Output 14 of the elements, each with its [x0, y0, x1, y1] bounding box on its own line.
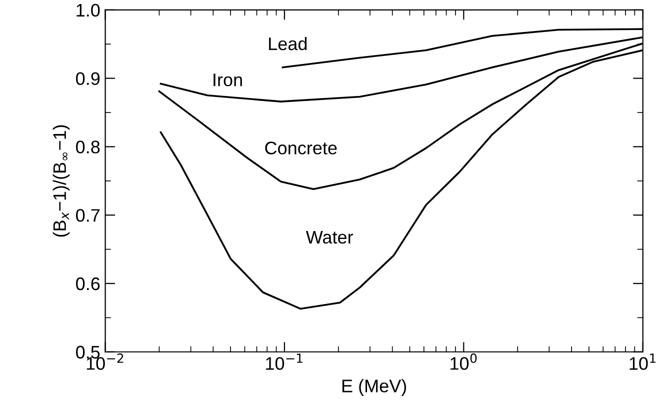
y-tick-label: 0.8 [76, 140, 100, 154]
y-tick-label: 0.9 [76, 72, 100, 86]
y-tick-label: 0.7 [76, 209, 100, 222]
y-axis-title: (B$_{x}$−1)/(B$_{∞}$−1) [52, 125, 70, 237]
series-label: Concrete [265, 142, 337, 154]
y-tick-label: 0.6 [76, 277, 100, 290]
x-tick-label: 10$^{−1}$ [266, 354, 302, 370]
x-tick-label: 10$^{0}$ [450, 353, 477, 370]
x-axis-title: E (MeV) [342, 379, 406, 396]
series-label: Iron [214, 74, 242, 86]
legend-label: Lead [269, 36, 307, 50]
text: Water [306, 231, 354, 244]
y-tick-label: 1.0 [76, 4, 100, 17]
x-tick-label: 10$^{1}$ [630, 354, 656, 370]
